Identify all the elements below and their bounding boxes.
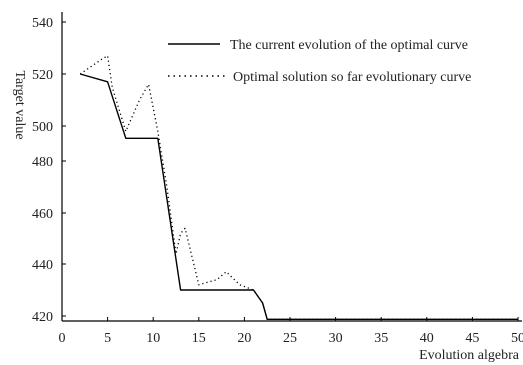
axes bbox=[61, 12, 522, 322]
y-tick-label: 440 bbox=[32, 258, 53, 273]
y-tick-label: 540 bbox=[32, 16, 53, 31]
x-tick-label: 35 bbox=[374, 331, 388, 346]
x-tick-label: 0 bbox=[59, 331, 66, 346]
x-tick-label: 40 bbox=[420, 331, 434, 346]
y-tick-label: 480 bbox=[32, 155, 53, 170]
series bbox=[79, 55, 518, 320]
x-tick-label: 15 bbox=[192, 331, 206, 346]
y-axis-label: Target value bbox=[12, 70, 27, 139]
x-tick-label: 25 bbox=[283, 331, 297, 346]
x-tick-label: 30 bbox=[329, 331, 343, 346]
legend: The current evolution of the optimal cur… bbox=[168, 38, 471, 85]
x-tick-label: 50 bbox=[511, 331, 523, 346]
y-tick-label: 420 bbox=[32, 310, 53, 325]
series-line-optimal bbox=[79, 55, 518, 320]
x-tick-label: 45 bbox=[465, 331, 479, 346]
legend-label-current: The current evolution of the optimal cur… bbox=[230, 38, 468, 53]
y-tick-label: 520 bbox=[32, 68, 53, 83]
x-tick-label: 10 bbox=[146, 331, 160, 346]
x-axis-label: Evolution algebra bbox=[419, 348, 520, 363]
x-tick-label: 5 bbox=[104, 331, 111, 346]
legend-label-optimal: Optimal solution so far evolutionary cur… bbox=[233, 70, 471, 85]
x-axis-ticks: 0 5 10 15 20 25 30 35 40 45 50 bbox=[59, 317, 523, 346]
x-tick-label: 20 bbox=[237, 331, 251, 346]
y-tick-label: 500 bbox=[32, 120, 53, 135]
y-tick-label: 460 bbox=[32, 207, 53, 222]
y-axis-ticks: 420 440 460 480 500 520 540 bbox=[32, 16, 66, 325]
series-line-current bbox=[80, 73, 518, 320]
